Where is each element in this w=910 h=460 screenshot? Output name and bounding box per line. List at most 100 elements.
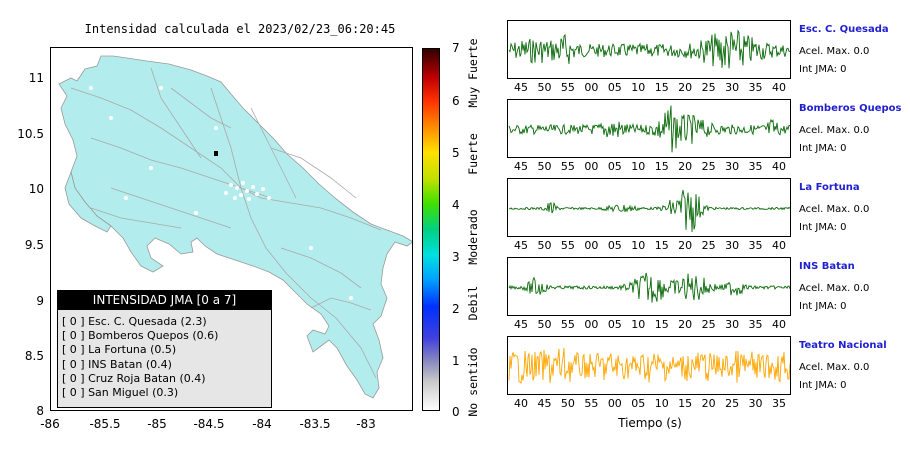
colorbar-number: 4 [452, 198, 460, 212]
station-points [89, 86, 373, 330]
time-tick-label: 55 [560, 81, 575, 94]
time-tick-label: 15 [678, 397, 693, 410]
station-accel: Acel. Max. 0.0 [799, 204, 870, 215]
station-jma: Int JMA: 0 [799, 143, 847, 154]
time-tick-label: 50 [537, 160, 552, 173]
waveform-line [509, 189, 790, 233]
time-tick-label: 30 [725, 160, 740, 173]
map-x-tick: -84 [252, 417, 272, 431]
map-y-tick: 8 [36, 404, 44, 418]
time-tick-label: 55 [560, 160, 575, 173]
time-tick-label: 35 [748, 160, 763, 173]
map-x-tick: -85.5 [89, 417, 121, 431]
time-axis-label: Tiempo (s) [618, 416, 682, 430]
intensity-legend: INTENSIDAD JMA [0 a 7] [ 0 ] Esc. C. Que… [57, 290, 272, 408]
time-tick-label: 20 [701, 397, 716, 410]
map-title: Intensidad calculada el 2023/02/23_06:20… [84, 22, 396, 36]
time-tick-label: 30 [748, 397, 763, 410]
time-tick-label: 40 [772, 160, 786, 173]
colorbar-number: 3 [452, 250, 460, 264]
time-tick-label: 15 [654, 160, 669, 173]
time-tick-label: 30 [725, 318, 740, 331]
station-name: Bomberos Quepos [799, 103, 902, 114]
colorbar-label-moderado: Moderado [466, 209, 480, 265]
time-tick-row: 40 45 50 55 00 05 10 15 20 25 30 35 [507, 397, 791, 411]
time-tick-label: 00 [584, 239, 599, 252]
time-tick-label: 10 [631, 239, 646, 252]
map-x-tick: -84.5 [193, 417, 225, 431]
time-tick-label: 45 [514, 318, 528, 331]
time-tick-label: 10 [631, 160, 646, 173]
time-tick-label: 25 [725, 397, 740, 410]
time-tick-label: 35 [748, 239, 763, 252]
time-tick-label: 45 [514, 239, 528, 252]
map-y-tick: 9 [36, 294, 44, 308]
time-tick-label: 45 [537, 397, 552, 410]
colorbar-label-fuerte: Fuerte [466, 133, 480, 175]
colorbar-number: 0 [452, 405, 460, 419]
time-tick-label: 50 [537, 239, 552, 252]
colorbar-label-no-sentido: No sentido [466, 347, 480, 417]
legend-item: [ 0 ] La Fortuna (0.5) [62, 343, 177, 356]
time-tick-label: 25 [701, 239, 716, 252]
map-x-tick: -83.5 [299, 417, 331, 431]
colorbar-number: 6 [452, 94, 460, 108]
station-jma: Int JMA: 0 [799, 64, 847, 75]
colorbar-label-debil: Debil [466, 285, 480, 321]
station-accel: Acel. Max. 0.0 [799, 125, 870, 136]
legend-item: [ 0 ] INS Batan (0.4) [62, 358, 172, 371]
time-tick-label: 25 [701, 81, 716, 94]
waveform-trace-2[interactable] [507, 178, 791, 237]
station-name: Esc. C. Quesada [799, 24, 889, 35]
waveform-trace-0[interactable] [507, 20, 791, 79]
map-x-tick: -83 [356, 417, 376, 431]
time-tick-label: 25 [701, 160, 716, 173]
waveform-line [508, 105, 790, 153]
time-tick-label: 20 [678, 81, 693, 94]
time-tick-label: 00 [584, 318, 599, 331]
time-tick-label: 00 [607, 397, 622, 410]
time-tick-label: 15 [654, 81, 669, 94]
time-tick-label: 45 [514, 160, 528, 173]
waveform-trace-1[interactable] [507, 99, 791, 158]
waveform-line [508, 272, 790, 303]
waveform-trace-3[interactable] [507, 257, 791, 316]
costa-rica-land [58, 55, 412, 399]
station-jma: Int JMA: 0 [799, 222, 847, 233]
peninsula-nicoya [64, 170, 112, 233]
waveform-trace-4[interactable] [507, 336, 791, 395]
station-name: Teatro Nacional [799, 340, 887, 351]
map-y-tick: 10.5 [17, 127, 44, 141]
time-tick-label: 00 [584, 160, 599, 173]
time-tick-label: 40 [772, 81, 786, 94]
waveform-line [508, 29, 790, 69]
time-tick-label: 05 [607, 318, 622, 331]
waveform-canvas [508, 348, 790, 384]
time-tick-label: 50 [560, 397, 575, 410]
waveform-canvas [509, 189, 790, 233]
time-tick-label: 05 [607, 160, 622, 173]
time-tick-label: 40 [772, 239, 786, 252]
time-tick-label: 35 [772, 397, 786, 410]
time-tick-label: 15 [654, 239, 669, 252]
map-x-tick: -85 [147, 417, 167, 431]
legend-item: [ 0 ] San Miguel (0.3) [62, 386, 179, 399]
waveform-canvas [508, 272, 790, 303]
time-tick-label: 40 [772, 318, 786, 331]
time-tick-label: 10 [654, 397, 669, 410]
time-tick-label: 20 [678, 160, 693, 173]
colorbar-number: 2 [452, 302, 460, 316]
map-y-tick: 9.5 [24, 238, 44, 252]
time-tick-label: 50 [537, 81, 552, 94]
station-jma: Int JMA: 0 [799, 301, 847, 312]
intensity-colorbar [422, 48, 440, 411]
time-tick-label: 30 [725, 81, 740, 94]
station-accel: Acel. Max. 0.0 [799, 362, 870, 373]
epicenter-marker [214, 151, 218, 156]
legend-title: INTENSIDAD JMA [0 a 7] [58, 291, 271, 310]
time-tick-label: 20 [678, 239, 693, 252]
time-tick-label: 55 [560, 239, 575, 252]
time-tick-label: 55 [584, 397, 599, 410]
legend-item: [ 0 ] Esc. C. Quesada (2.3) [62, 315, 207, 328]
